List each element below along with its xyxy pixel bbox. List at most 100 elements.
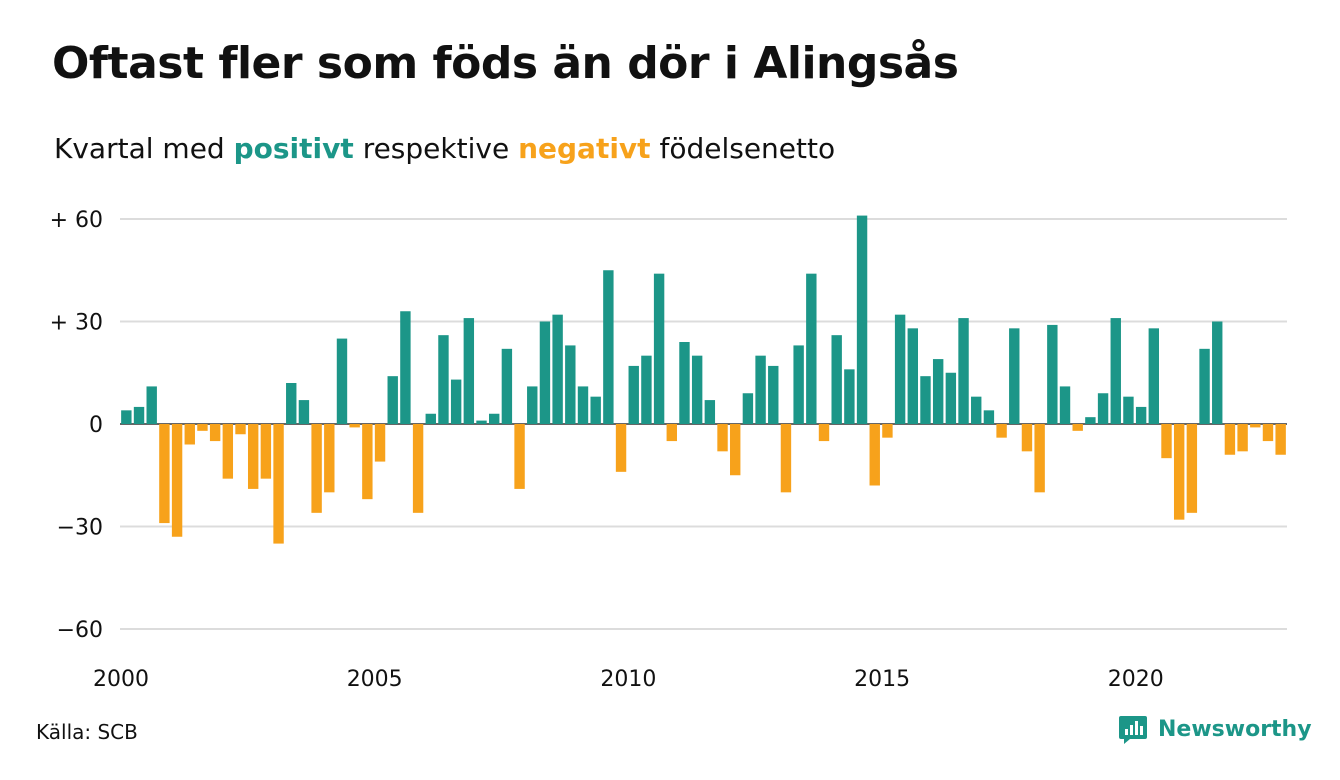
bar — [780, 424, 792, 493]
y-tick-label: 0 — [89, 413, 103, 438]
bar — [996, 424, 1007, 438]
y-axis-ticks: + 60 + 30 0 −30 −60 — [50, 208, 103, 643]
y-tick-label: −60 — [57, 618, 103, 643]
y-tick-label: + 30 — [50, 311, 103, 336]
bar — [704, 400, 716, 424]
bar — [679, 342, 690, 424]
bar — [818, 424, 830, 442]
bar — [1072, 424, 1083, 431]
subtitle-positive-word: positivt — [233, 132, 354, 165]
bar — [1262, 424, 1274, 442]
x-tick-label: 2000 — [93, 667, 149, 692]
bar — [603, 270, 614, 424]
source-note: Källa: SCB — [36, 720, 138, 744]
bar — [1021, 424, 1033, 452]
newsworthy-icon — [1119, 716, 1147, 744]
bar — [1123, 396, 1134, 424]
bar — [1275, 424, 1286, 455]
bar — [653, 273, 665, 424]
subtitle-prefix: Kvartal med — [54, 132, 225, 165]
bar — [1212, 321, 1223, 424]
bar — [628, 365, 639, 424]
bar — [1047, 324, 1058, 424]
bar — [882, 424, 893, 438]
bar — [1250, 424, 1261, 428]
bar — [514, 424, 525, 489]
bar — [1186, 424, 1198, 513]
bar — [1110, 318, 1121, 424]
bar — [349, 424, 360, 428]
bar — [869, 424, 880, 486]
chart-subtitle: Kvartal med positivt respektive negativt… — [54, 132, 835, 165]
chart-title: Oftast fler som föds än dör i Alingsås — [52, 38, 959, 89]
x-tick-label: 2010 — [600, 667, 656, 692]
bar — [983, 410, 995, 424]
bar — [374, 424, 386, 462]
bar — [565, 345, 576, 424]
bar — [1085, 417, 1096, 424]
brand-logo: Newsworthy — [1118, 714, 1312, 744]
bar — [666, 424, 677, 442]
bar — [133, 406, 145, 424]
y-tick-label: + 60 — [50, 208, 103, 233]
subtitle-negative-word: negativt — [518, 132, 651, 165]
x-tick-label: 2015 — [854, 667, 910, 692]
bar — [501, 348, 513, 424]
bars — [121, 215, 1286, 544]
bar — [1009, 328, 1020, 424]
bar — [387, 376, 398, 424]
bar — [742, 393, 754, 424]
bar — [171, 424, 183, 537]
bar — [615, 424, 627, 472]
bar — [1135, 406, 1147, 424]
subtitle-middle: respektive — [362, 132, 510, 165]
bar — [222, 424, 234, 479]
bar — [894, 314, 906, 424]
bar — [1199, 348, 1210, 424]
bar — [438, 335, 449, 424]
bar — [856, 215, 868, 424]
bar — [552, 314, 563, 424]
bar — [197, 424, 208, 431]
bar — [412, 424, 424, 513]
bar — [691, 355, 703, 424]
bar — [146, 386, 157, 424]
bar — [717, 424, 728, 452]
brand-name: Newsworthy — [1158, 716, 1312, 742]
x-tick-label: 2020 — [1108, 667, 1164, 692]
bar — [577, 386, 589, 424]
bar — [971, 396, 982, 424]
bar — [247, 424, 259, 489]
bar-chart: + 60 + 30 0 −30 −60 2000 2005 2010 2015 2020 — [50, 208, 1287, 692]
bar — [793, 345, 804, 424]
bar — [755, 355, 766, 424]
x-axis-ticks: 2000 2005 2010 2015 2020 — [93, 667, 1164, 692]
bar — [1059, 386, 1071, 424]
bar — [730, 424, 741, 476]
bar — [209, 424, 221, 442]
bar — [844, 369, 855, 424]
bar — [1224, 424, 1236, 455]
x-tick-label: 2005 — [347, 667, 403, 692]
bar — [336, 338, 348, 424]
bar — [489, 413, 500, 424]
bar — [362, 424, 373, 500]
bar — [298, 400, 310, 424]
bar — [184, 424, 195, 445]
bar — [235, 424, 246, 435]
bar — [920, 376, 931, 424]
subtitle-suffix: födelsenetto — [659, 132, 836, 165]
bar — [1148, 328, 1160, 424]
bar — [311, 424, 322, 513]
bar — [400, 311, 411, 424]
bar — [1237, 424, 1248, 452]
bar — [831, 335, 842, 424]
bar — [121, 410, 132, 424]
bar — [641, 355, 652, 424]
bar — [286, 383, 297, 424]
bar — [590, 396, 601, 424]
bar — [476, 420, 487, 424]
bar — [945, 372, 957, 424]
bar — [159, 424, 170, 524]
y-tick-label: −30 — [57, 516, 103, 541]
